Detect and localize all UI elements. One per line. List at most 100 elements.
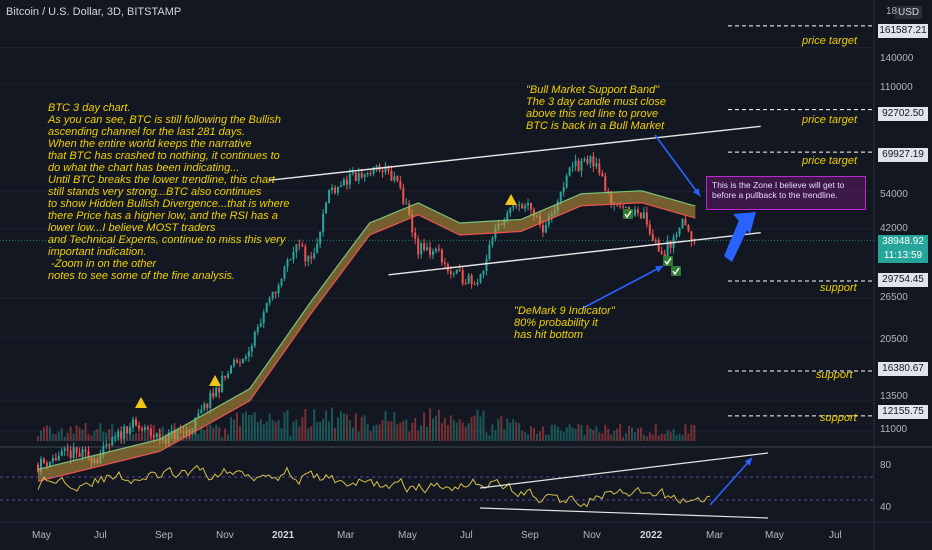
volume-bar xyxy=(126,429,129,441)
candle-body xyxy=(126,426,129,434)
volume-bar xyxy=(458,419,461,441)
candle-body xyxy=(283,267,286,279)
candle-body xyxy=(135,419,138,426)
candle-body xyxy=(108,444,111,446)
candle-body xyxy=(238,362,241,364)
volume-bar xyxy=(500,416,503,441)
candle-body xyxy=(384,166,387,173)
candle-body xyxy=(521,204,524,209)
volume-bar xyxy=(636,428,639,441)
candle-body xyxy=(360,173,363,178)
candle-countdown: 11:13:59 xyxy=(883,250,923,261)
volume-bar xyxy=(494,430,497,441)
candle-body xyxy=(598,163,601,174)
volume-bar xyxy=(452,419,455,441)
volume-bar xyxy=(488,435,491,441)
y-tick-54000: 54000 xyxy=(880,189,908,200)
currency-badge[interactable]: USD xyxy=(895,6,923,19)
volume-bar xyxy=(360,416,363,441)
volume-bar xyxy=(532,428,535,441)
volume-bar xyxy=(518,423,521,441)
candle-body xyxy=(509,207,512,213)
candle-body xyxy=(117,431,120,437)
candle-body xyxy=(663,253,666,258)
x-tick-jul-2022: Jul xyxy=(829,530,842,541)
volume-bar xyxy=(336,417,339,441)
candle-body xyxy=(54,457,57,461)
volume-bar xyxy=(221,436,224,441)
candle-body xyxy=(354,172,357,181)
x-tick-jul-2021: Jul xyxy=(460,530,473,541)
candle-body xyxy=(491,238,494,245)
candle-body xyxy=(48,461,51,467)
candle-body xyxy=(366,173,369,175)
candle-body xyxy=(212,392,215,397)
volume-bar xyxy=(307,428,310,441)
candle-body xyxy=(512,205,515,208)
candle-body xyxy=(467,275,470,284)
volume-bar xyxy=(645,436,648,441)
candle-body xyxy=(479,274,482,283)
volume-bar xyxy=(446,425,449,441)
volume-bar xyxy=(381,419,384,441)
level-tag-4: support xyxy=(820,282,857,294)
volume-bar xyxy=(571,427,574,441)
volume-bar xyxy=(57,431,60,441)
candle-body xyxy=(393,176,396,181)
candle-body xyxy=(420,243,423,255)
y-tick-26500: 26500 xyxy=(880,292,908,303)
volume-bar xyxy=(417,430,420,441)
candle-body xyxy=(518,204,521,206)
candle-body xyxy=(336,186,339,193)
warning-icon-0 xyxy=(135,397,147,408)
candle-body xyxy=(642,212,645,218)
volume-bar xyxy=(191,428,194,441)
candle-body xyxy=(654,240,657,242)
candle-body xyxy=(259,323,262,327)
volume-bar xyxy=(476,409,479,441)
volume-bar xyxy=(426,426,429,441)
candle-body xyxy=(633,209,636,216)
volume-bar xyxy=(132,434,135,441)
candle-body xyxy=(619,205,622,207)
volume-bar xyxy=(339,411,342,441)
candle-body xyxy=(432,251,435,255)
volume-bar xyxy=(628,425,631,441)
candle-body xyxy=(316,243,319,253)
volume-bar xyxy=(194,424,197,441)
x-tick-mar-2022: Mar xyxy=(706,530,724,541)
y-tick-110000: 110000 xyxy=(880,82,913,93)
level-label-4: 29754.45 xyxy=(878,273,928,287)
volume-bar xyxy=(316,421,319,441)
candle-body xyxy=(678,228,681,235)
candle-body xyxy=(488,244,491,260)
candle-body xyxy=(120,431,123,439)
volume-bar xyxy=(45,425,48,441)
volume-bar xyxy=(277,420,280,441)
warning-icon-2 xyxy=(505,194,517,205)
candle-body xyxy=(515,205,518,207)
candle-body xyxy=(405,203,408,205)
x-tick-may-2020: May xyxy=(32,530,51,541)
candle-body xyxy=(155,433,158,437)
candle-body xyxy=(78,452,81,457)
volume-bar xyxy=(473,415,476,441)
candle-body xyxy=(429,247,432,255)
volume-bar xyxy=(120,433,123,441)
volume-bar xyxy=(592,430,595,441)
candle-body xyxy=(241,358,244,364)
volume-bar xyxy=(313,409,316,441)
candle-body xyxy=(687,225,690,232)
volume-bar xyxy=(589,428,592,441)
volume-bar xyxy=(325,410,328,441)
candle-body xyxy=(399,180,402,188)
volume-bar xyxy=(420,425,423,441)
volume-bar xyxy=(250,414,253,441)
volume-bar xyxy=(535,433,538,441)
band-arrow xyxy=(654,134,701,197)
band-note: "Bull Market Support Band" The 3 day can… xyxy=(526,84,667,132)
candle-body xyxy=(565,175,568,188)
y-tick-20500: 20500 xyxy=(880,334,908,345)
volume-bar xyxy=(393,412,396,441)
